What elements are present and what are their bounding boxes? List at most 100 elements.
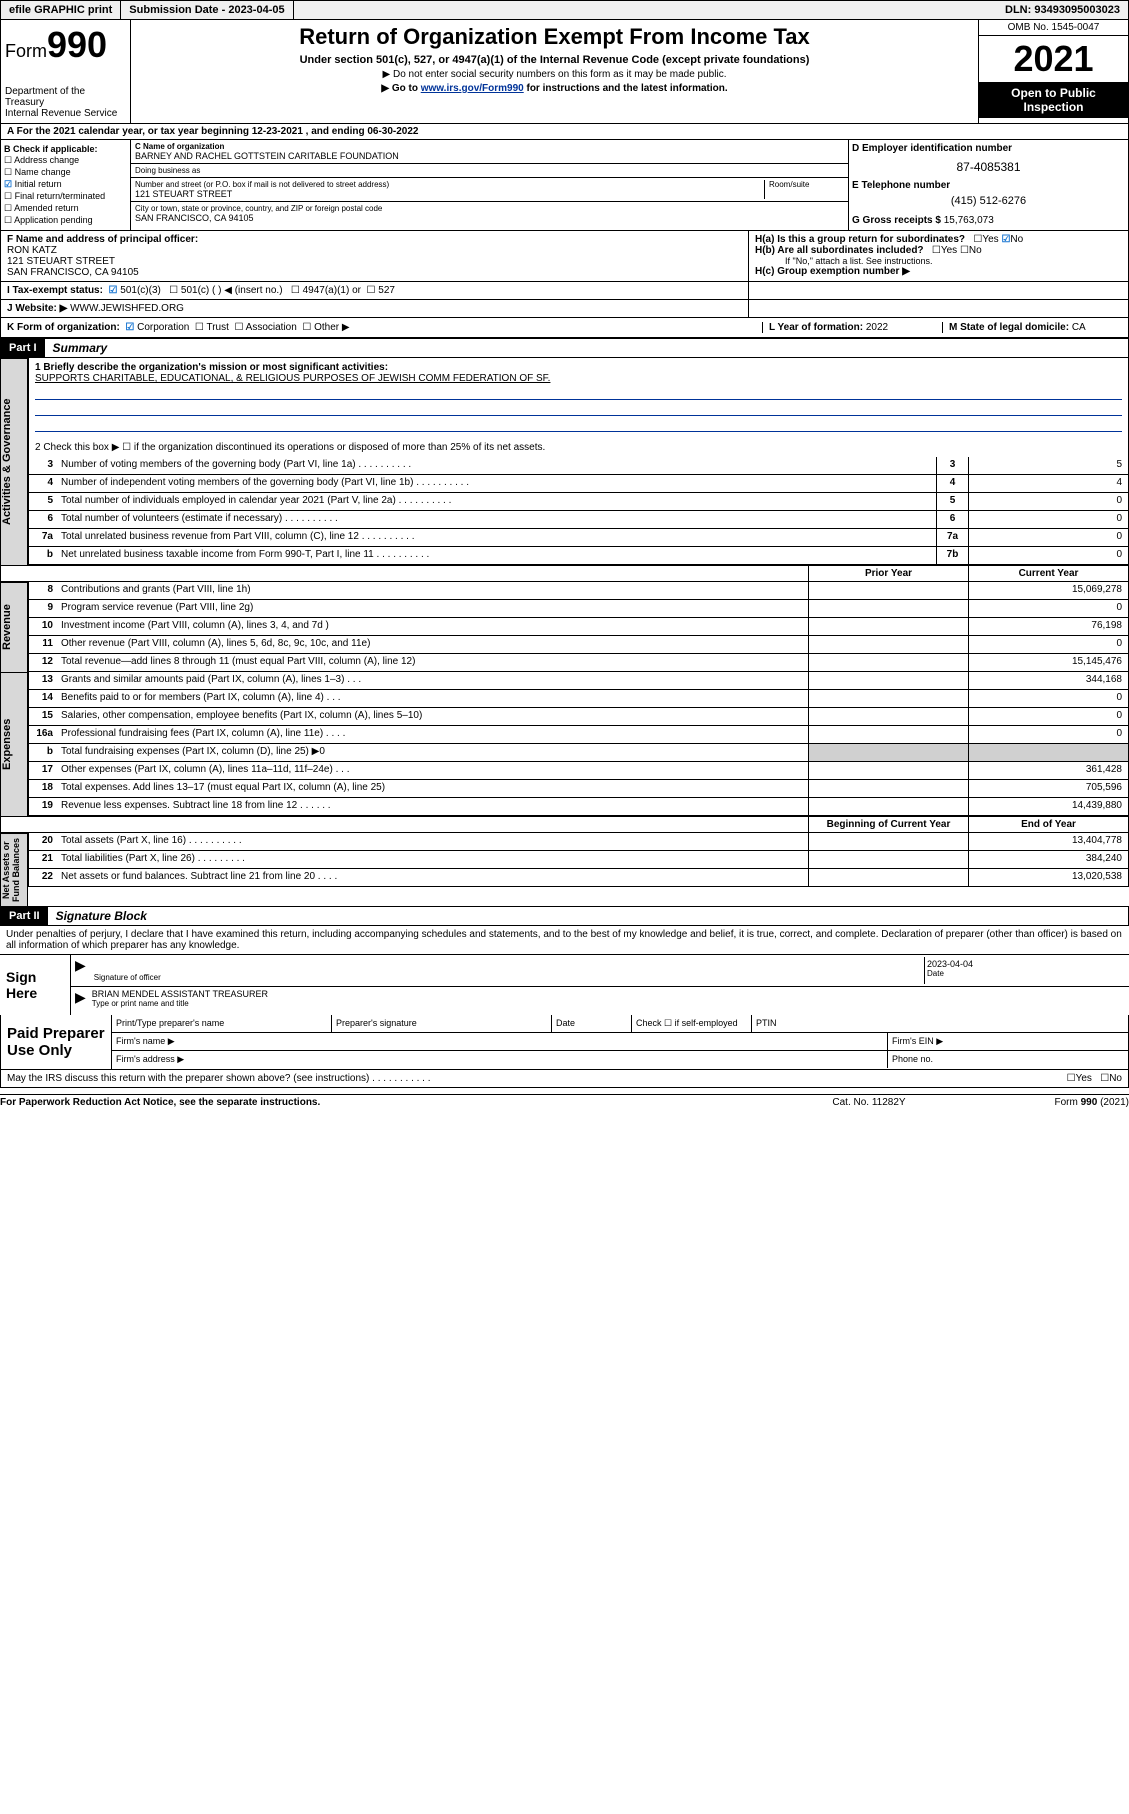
org-name: BARNEY AND RACHEL GOTTSTEIN CARITABLE FO… (135, 151, 844, 161)
line-12: 12Total revenue—add lines 8 through 11 (… (28, 654, 1129, 672)
vtab-revenue: Revenue (0, 582, 28, 672)
part2-title: Signature Block (56, 909, 147, 923)
dept-treasury: Department of the Treasury (5, 86, 126, 108)
j-website: J Website: ▶ WWW.JEWISHFED.ORG (1, 300, 748, 317)
form-header: Form990 Department of the Treasury Inter… (0, 20, 1129, 124)
preparer-row1: Print/Type preparer's name Preparer's si… (112, 1015, 1128, 1033)
page-footer: For Paperwork Reduction Act Notice, see … (0, 1094, 1129, 1110)
line-22: 22Net assets or fund balances. Subtract … (28, 869, 1129, 887)
e-label: E Telephone number (852, 180, 1125, 191)
line-14: 14Benefits paid to or for members (Part … (28, 690, 1129, 708)
chk-initial-return[interactable]: ☑ Initial return (4, 179, 127, 190)
line-19: 19Revenue less expenses. Subtract line 1… (28, 798, 1129, 816)
line-18: 18Total expenses. Add lines 13–17 (must … (28, 780, 1129, 798)
g-label: G Gross receipts $ (852, 215, 944, 226)
h-group: H(a) Is this a group return for subordin… (748, 231, 1128, 281)
hc: H(c) Group exemption number ▶ (755, 266, 1122, 277)
sig-officer-row: ▶ Signature of officer 2023-04-04 Date (71, 955, 1129, 987)
part2-header: Part II Signature Block (0, 906, 1129, 926)
col-b-checkboxes: B Check if applicable: ☐ Address change … (1, 140, 131, 230)
f-officer: F Name and address of principal officer:… (1, 231, 748, 281)
col-c-org: C Name of organization BARNEY AND RACHEL… (131, 140, 848, 230)
year-header-rev: Prior Year Current Year (0, 565, 1129, 582)
part1-header: Part I Summary (0, 338, 1129, 358)
part2-badge: Part II (1, 907, 48, 925)
k-form-org: K Form of organization: ☑ Corporation ☐ … (7, 322, 762, 333)
line-b: bNet unrelated business taxable income f… (28, 547, 1129, 565)
mission-text: SUPPORTS CHARITABLE, EDUCATIONAL, & RELI… (35, 373, 1122, 384)
col-d-ein: D Employer identification number 87-4085… (848, 140, 1128, 230)
hb: H(b) Are all subordinates included? ☐Yes… (755, 245, 1122, 256)
subdate-label: Submission Date - (129, 4, 228, 16)
row-a-end: 06-30-2022 (367, 126, 418, 137)
tax-year: 2021 (979, 36, 1128, 82)
footer-catno: Cat. No. 11282Y (769, 1097, 969, 1108)
line-21: 21Total liabilities (Part X, line 26) . … (28, 851, 1129, 869)
discuss-text: May the IRS discuss this return with the… (7, 1073, 1067, 1084)
efile-print-btn[interactable]: efile GRAPHIC print (1, 1, 121, 19)
open-public-2: Inspection (981, 100, 1126, 114)
form-note-ssn: ▶ Do not enter social security numbers o… (135, 69, 974, 80)
preparer-row2: Firm's name ▶ Firm's EIN ▶ (112, 1033, 1128, 1051)
sign-here-row: Sign Here ▶ Signature of officer 2023-04… (0, 954, 1129, 1015)
row-klm: K Form of organization: ☑ Corporation ☐ … (0, 318, 1129, 338)
row-i: I Tax-exempt status: ☑ 501(c)(3) ☐ 501(c… (0, 282, 1129, 300)
line-20: 20Total assets (Part X, line 16) . . . .… (28, 833, 1129, 851)
city-label: City or town, state or province, country… (135, 204, 844, 213)
line-11: 11Other revenue (Part VIII, column (A), … (28, 636, 1129, 654)
sig-name-row: ▶ BRIAN MENDEL ASSISTANT TREASURER Type … (71, 987, 1129, 1010)
officer-name-title: BRIAN MENDEL ASSISTANT TREASURER (92, 989, 1125, 999)
paid-label: Paid Preparer Use Only (1, 1015, 111, 1069)
chk-name-change[interactable]: ☐ Name change (4, 167, 127, 178)
omb-number: OMB No. 1545-0047 (979, 20, 1128, 36)
dln-label: DLN: (1005, 4, 1034, 16)
footer-formno: Form 990 (2021) (969, 1097, 1129, 1108)
line-7a: 7aTotal unrelated business revenue from … (28, 529, 1129, 547)
gross-receipts: G Gross receipts $ 15,763,073 (852, 215, 1125, 226)
link-post: for instructions and the latest informat… (524, 83, 728, 94)
chk-application-pending[interactable]: ☐ Application pending (4, 215, 127, 226)
officer-name: RON KATZ (7, 245, 742, 256)
col-b-header: B Check if applicable: (4, 144, 127, 154)
eoy-hdr: End of Year (968, 817, 1128, 832)
ein-value: 87-4085381 (852, 160, 1125, 174)
i-tax-status: I Tax-exempt status: ☑ 501(c)(3) ☐ 501(c… (1, 282, 748, 299)
ha: H(a) Is this a group return for subordin… (755, 234, 1122, 245)
arrow-icon: ▶ (75, 989, 86, 1008)
line-17: 17Other expenses (Part IX, column (A), l… (28, 762, 1129, 780)
header-center: Return of Organization Exempt From Incom… (131, 20, 978, 123)
line-16a: 16aProfessional fundraising fees (Part I… (28, 726, 1129, 744)
dba-cell: Doing business as (131, 164, 848, 178)
officer-addr2: SAN FRANCISCO, CA 94105 (7, 267, 742, 278)
line-8: 8Contributions and grants (Part VIII, li… (28, 582, 1129, 600)
org-address: 121 STEUART STREET (135, 189, 764, 199)
f-label: F Name and address of principal officer: (7, 234, 742, 245)
chk-amended[interactable]: ☐ Amended return (4, 203, 127, 214)
submission-date: Submission Date - 2023-04-05 (121, 1, 293, 19)
form-title: Return of Organization Exempt From Incom… (135, 24, 974, 50)
dln: DLN: 93493095003023 (997, 1, 1128, 19)
footer-paperwork: For Paperwork Reduction Act Notice, see … (0, 1097, 769, 1108)
section-activities-governance: Activities & Governance 1 Briefly descri… (0, 358, 1129, 565)
phone-value: (415) 512-6276 (852, 195, 1125, 207)
website-url[interactable]: WWW.JEWISHFED.ORG (70, 303, 184, 314)
irs-link[interactable]: www.irs.gov/Form990 (421, 83, 524, 94)
sig-officer[interactable]: Signature of officer (92, 957, 925, 984)
discuss-yesno[interactable]: ☐Yes ☐No (1067, 1073, 1122, 1084)
chk-address-change[interactable]: ☐ Address change (4, 155, 127, 166)
c-name-cell: C Name of organization BARNEY AND RACHEL… (131, 140, 848, 164)
link-pre: ▶ Go to (381, 83, 420, 94)
chk-final-return[interactable]: ☐ Final return/terminated (4, 191, 127, 202)
addr-cell: Number and street (or P.O. box if mail i… (131, 178, 848, 202)
gross-value: 15,763,073 (944, 215, 994, 226)
row-a-begin: 12-23-2021 (252, 126, 303, 137)
mission-label: 1 Briefly describe the organization's mi… (35, 362, 1122, 373)
line-13: 13Grants and similar amounts paid (Part … (28, 672, 1129, 690)
open-public-1: Open to Public (981, 86, 1126, 100)
arrow-icon: ▶ (75, 957, 86, 984)
sign-here-label: Sign Here (0, 955, 70, 1015)
j-right (748, 300, 1128, 317)
form-number: Form990 (5, 24, 126, 66)
preparer-row3: Firm's address ▶ Phone no. (112, 1051, 1128, 1068)
officer-addr1: 121 STEUART STREET (7, 256, 742, 267)
